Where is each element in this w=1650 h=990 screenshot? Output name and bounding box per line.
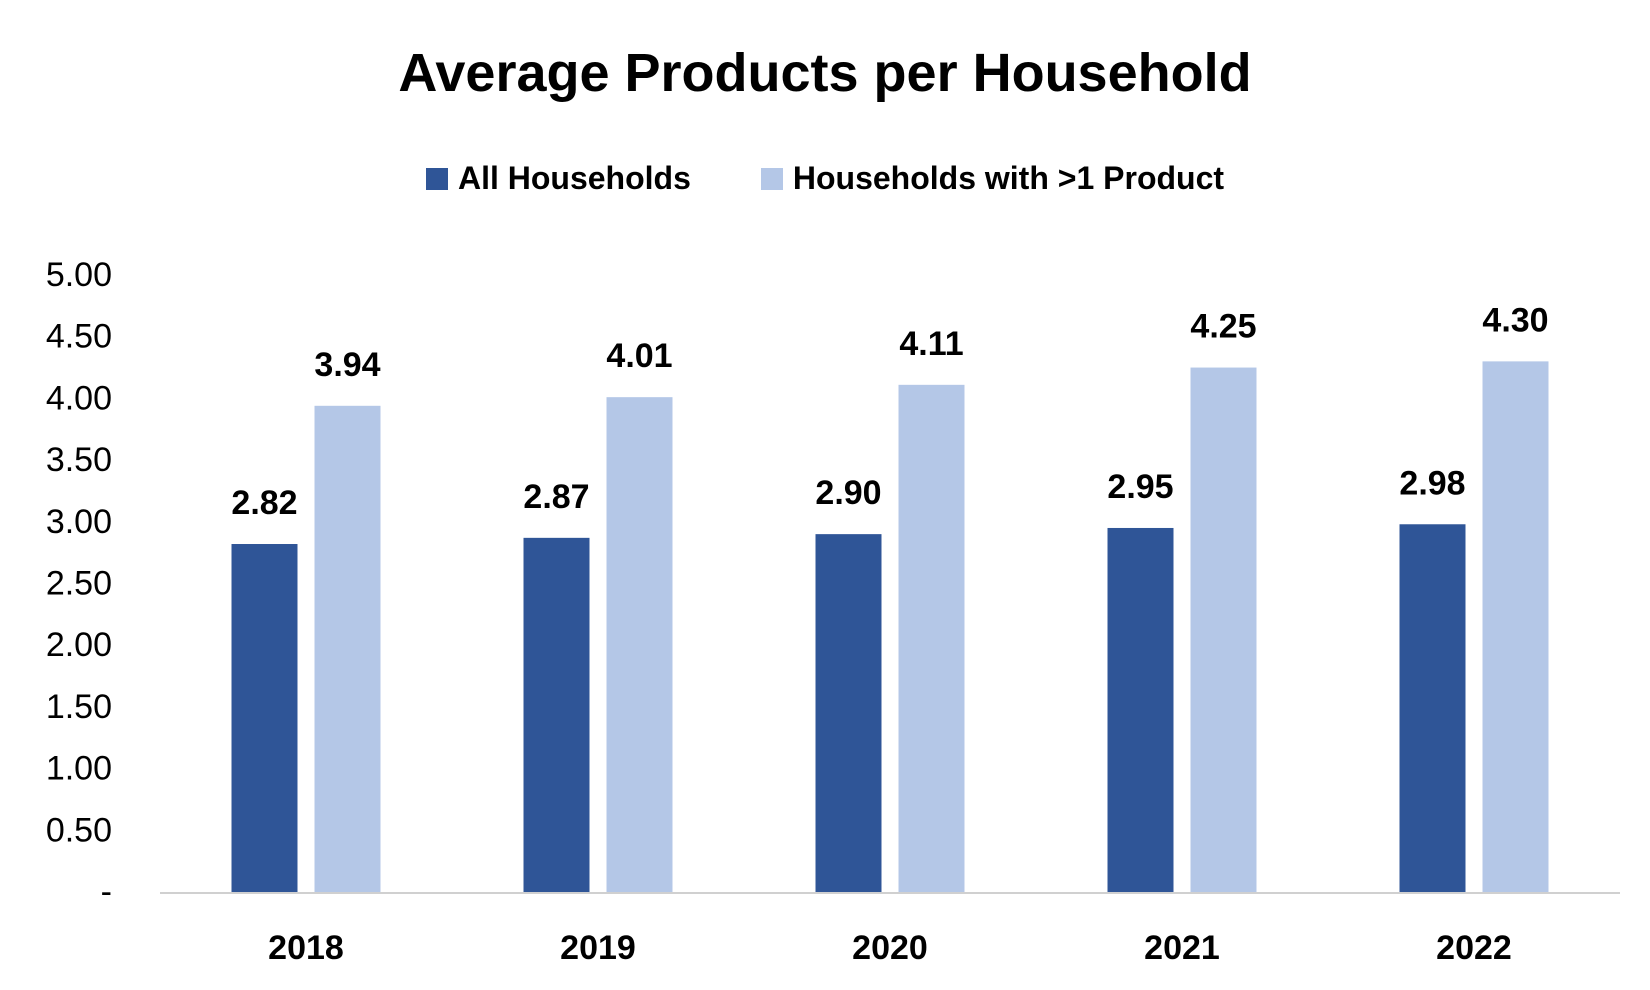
x-tick-label: 2021 (1144, 929, 1220, 967)
data-label: 3.94 (314, 346, 380, 384)
y-tick-label: 2.00 (46, 626, 112, 664)
x-tick-label: 2019 (560, 929, 636, 967)
data-label: 4.01 (606, 337, 672, 375)
x-tick-label: 2018 (268, 929, 344, 967)
data-label: 4.30 (1482, 301, 1548, 339)
bar (1107, 527, 1174, 892)
y-tick-label: 4.00 (46, 379, 112, 417)
legend-label-all-households: All Households (457, 160, 691, 196)
data-label: 2.98 (1399, 464, 1465, 502)
bar (231, 544, 298, 892)
bar (1399, 524, 1466, 892)
y-tick-label: 1.50 (46, 688, 112, 726)
y-tick-label: 0.50 (46, 811, 112, 849)
legend-swatch-all-households (425, 167, 448, 190)
data-label: 2.82 (231, 484, 297, 522)
y-tick-label: 3.50 (46, 441, 112, 479)
data-label: 2.95 (1107, 468, 1173, 506)
y-tick-label: 1.00 (46, 750, 112, 788)
data-label: 4.25 (1190, 308, 1256, 346)
data-label: 2.87 (523, 478, 589, 516)
legend-swatch-multi-product-households (760, 167, 783, 190)
x-tick-label: 2022 (1436, 929, 1512, 967)
bar (898, 384, 965, 892)
bar (606, 397, 673, 892)
y-tick-label: 5.00 (46, 256, 112, 294)
data-label: 2.90 (815, 474, 881, 512)
y-tick-label: 2.50 (46, 565, 112, 603)
bar (314, 405, 381, 892)
y-tick-label: 4.50 (46, 318, 112, 356)
legend: All Households Households with >1 Produc… (0, 160, 1650, 197)
bar (815, 534, 882, 892)
bar (1482, 361, 1549, 892)
bar (1190, 367, 1257, 892)
legend-item-all-households: All Households (425, 160, 691, 197)
legend-item-multi-product-households: Households with >1 Product (760, 160, 1225, 197)
y-tick-label: - (101, 873, 112, 911)
y-tick-label: 3.00 (46, 503, 112, 541)
chart-title: Average Products per Household (398, 43, 1252, 103)
data-label: 4.11 (899, 325, 963, 363)
bar (523, 537, 590, 892)
legend-label-multi-product-households: Households with >1 Product (792, 160, 1225, 196)
x-tick-label: 2020 (852, 929, 928, 967)
